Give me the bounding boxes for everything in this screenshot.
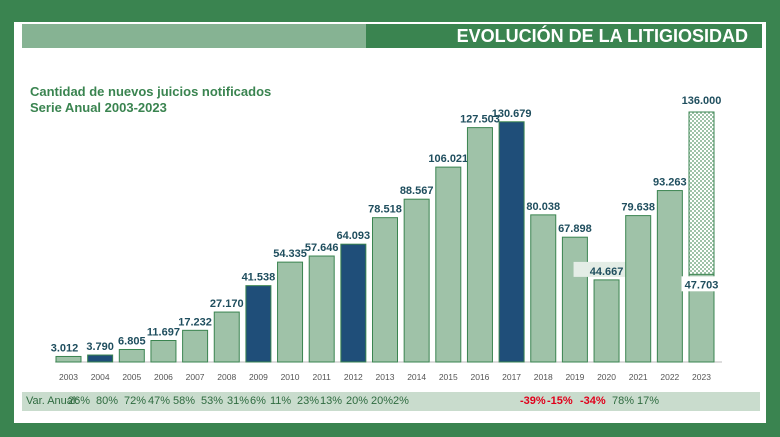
bar-2013 [372, 217, 398, 363]
annual-variation-value: 72% [124, 395, 147, 407]
bar-2003 [55, 355, 82, 363]
header-band: EVOLUCIÓN DE LA LITIGIOSIDAD [22, 24, 762, 48]
bar-2010 [277, 261, 304, 363]
value-label-2020: 44.667 [590, 266, 624, 278]
value-label-2006: 11.697 [147, 326, 180, 338]
annual-variation-value: 20% [346, 395, 369, 407]
value-label-2022: 93.263 [653, 177, 687, 189]
x-tick-label-2018: 2018 [534, 372, 553, 382]
x-tick-label-2007: 2007 [186, 372, 205, 382]
bar-2019 [561, 236, 588, 363]
subtitle-line-2: Serie Anual 2003-2023 [30, 100, 167, 115]
value-label-2009: 41.538 [242, 272, 276, 284]
bar-2018 [530, 214, 557, 363]
x-tick-label-2009: 2009 [249, 372, 268, 382]
value-label-2014: 88.567 [400, 185, 434, 197]
x-tick-label-2016: 2016 [470, 372, 489, 382]
value-label-2019: 67.898 [558, 223, 592, 235]
bar-2009 [245, 285, 272, 363]
annual-variation-value: 53% [201, 395, 224, 407]
annual-variation-value: 31% [227, 395, 250, 407]
annual-variation-value: 26% [68, 395, 91, 407]
annual-variation-value: 20% [371, 395, 394, 407]
x-tick-label-2006: 2006 [154, 372, 173, 382]
value-label-2008: 27.170 [210, 298, 244, 310]
value-label-2017: 130.679 [492, 108, 532, 120]
page-title: EVOLUCIÓN DE LA LITIGIOSIDAD [366, 24, 762, 48]
value-label-2007: 17.232 [178, 316, 212, 328]
value-label-2016: 127.503 [460, 114, 500, 126]
x-tick-label-2004: 2004 [91, 372, 110, 382]
x-tick-label-2014: 2014 [407, 372, 426, 382]
value-label-2015: 106.021 [428, 153, 468, 165]
x-tick-label-2015: 2015 [439, 372, 458, 382]
annual-variation-value: -34% [580, 395, 606, 407]
bar-2004 [87, 354, 114, 363]
value-label-2023: 47.703 [685, 279, 719, 291]
annual-variation-value: 58% [173, 395, 196, 407]
annual-variation-value: 23% [297, 395, 320, 407]
x-tick-label-2005: 2005 [122, 372, 141, 382]
chart-subtitle: Cantidad de nuevos juicios notificados S… [30, 84, 271, 116]
annual-variation-value: -39% [520, 395, 546, 407]
bar-2016 [466, 127, 493, 363]
value-label-2011: 57.646 [305, 242, 339, 254]
x-tick-label-2022: 2022 [660, 372, 679, 382]
x-tick-label-2017: 2017 [502, 372, 521, 382]
projection-value-label: 136.000 [682, 95, 722, 107]
value-label-2013: 78.518 [368, 204, 402, 216]
x-tick-label-2021: 2021 [629, 372, 648, 382]
annual-variation-value: 2% [393, 395, 409, 407]
subtitle-line-1: Cantidad de nuevos juicios notificados [30, 84, 272, 99]
annual-variation-value: 78% [612, 395, 635, 407]
annual-variation-value: 11% [270, 395, 292, 407]
bar-2020 [593, 279, 620, 363]
annual-variation-value: -15% [547, 395, 573, 407]
annual-variation-row: Var. Anual: 26% 80% 72% 47% 58% 53% 31% 6% 11% 23… [22, 392, 760, 411]
bar-2008 [213, 311, 240, 363]
bar-2005 [118, 348, 145, 363]
annual-variation-value: 13% [320, 395, 343, 407]
bar-2006 [150, 339, 177, 363]
header-band-left [22, 24, 366, 48]
value-label-2003: 3.012 [51, 342, 79, 354]
value-label-2021: 79.638 [621, 202, 655, 214]
x-tick-label-2003: 2003 [59, 372, 78, 382]
bar-2015 [435, 166, 462, 363]
x-tick-label-2012: 2012 [344, 372, 363, 382]
annual-variation-label: Var. Anual: [26, 395, 79, 407]
x-tick-label-2023: 2023 [692, 372, 711, 382]
bar-2022 [656, 190, 683, 363]
bar-2014 [403, 198, 430, 363]
annual-variation-value: 17% [637, 395, 660, 407]
bar-2021 [625, 215, 652, 363]
bar-2012 [340, 243, 367, 363]
bar-2017 [498, 121, 525, 363]
x-tick-label-2008: 2008 [217, 372, 236, 382]
x-tick-label-2013: 2013 [376, 372, 395, 382]
value-label-2005: 6.805 [118, 335, 146, 347]
value-label-bg-2020 [573, 261, 640, 277]
annual-variation-value: 47% [148, 395, 171, 407]
x-tick-label-2011: 2011 [313, 372, 332, 382]
value-label-bg-2023 [681, 276, 722, 292]
x-tick-label-2019: 2019 [565, 372, 584, 382]
x-tick-label-2010: 2010 [281, 372, 300, 382]
bar-2007 [182, 329, 209, 363]
bar-2011 [308, 255, 335, 363]
annual-variation-value: 80% [96, 395, 119, 407]
x-tick-label-2020: 2020 [597, 372, 616, 382]
annual-variation-value: 6% [250, 395, 266, 407]
value-label-2012: 64.093 [337, 230, 371, 242]
value-label-2004: 3.790 [86, 341, 114, 353]
value-label-2010: 54.335 [273, 248, 307, 260]
value-label-2018: 80.038 [526, 201, 560, 213]
